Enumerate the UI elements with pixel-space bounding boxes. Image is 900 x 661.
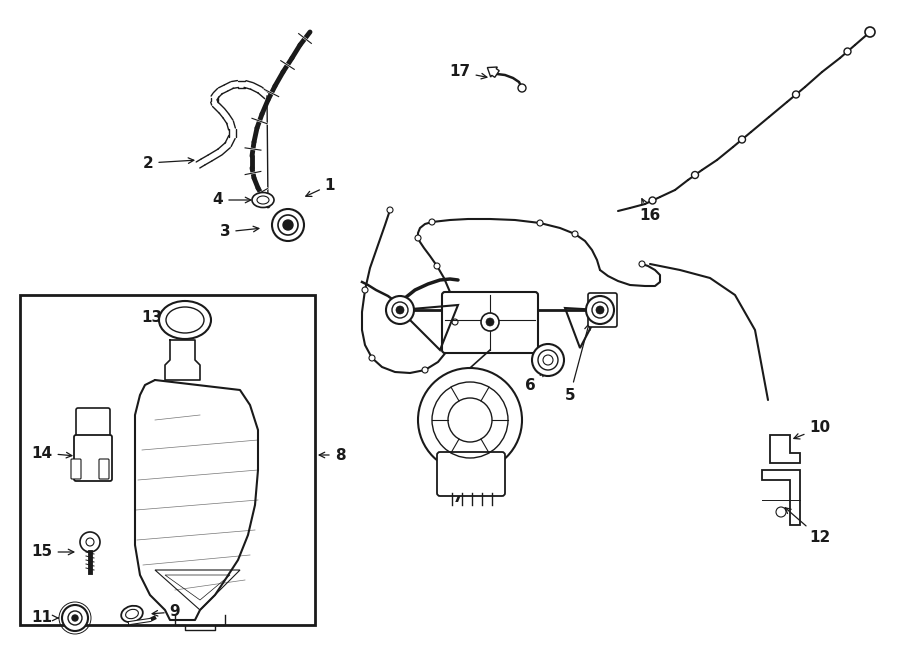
Circle shape	[596, 306, 604, 314]
Circle shape	[283, 220, 293, 230]
FancyBboxPatch shape	[71, 459, 81, 479]
Ellipse shape	[252, 192, 274, 208]
Bar	[20, 295, 315, 625]
Circle shape	[429, 219, 435, 225]
Circle shape	[572, 231, 578, 237]
FancyBboxPatch shape	[442, 292, 538, 353]
Text: 6: 6	[525, 371, 545, 393]
Text: 17: 17	[449, 65, 487, 79]
Circle shape	[86, 538, 94, 546]
Circle shape	[391, 301, 409, 319]
Text: 2: 2	[142, 155, 194, 171]
Circle shape	[518, 84, 526, 92]
Circle shape	[844, 48, 851, 55]
Text: 16: 16	[639, 199, 661, 223]
Circle shape	[386, 296, 414, 324]
Circle shape	[434, 263, 440, 269]
Circle shape	[793, 91, 799, 98]
Text: 15: 15	[32, 545, 74, 559]
Circle shape	[362, 287, 368, 293]
FancyArrow shape	[487, 67, 500, 77]
Circle shape	[586, 296, 614, 324]
Circle shape	[865, 27, 875, 37]
Text: 3: 3	[220, 225, 259, 239]
Circle shape	[739, 136, 745, 143]
Circle shape	[422, 367, 428, 373]
Circle shape	[396, 306, 404, 314]
Ellipse shape	[159, 301, 211, 339]
Circle shape	[415, 235, 421, 241]
Text: 5: 5	[564, 324, 590, 403]
Text: 8: 8	[320, 447, 346, 463]
Circle shape	[486, 318, 494, 326]
Circle shape	[418, 368, 522, 472]
Circle shape	[691, 171, 698, 178]
Circle shape	[597, 307, 603, 313]
Text: 10: 10	[794, 420, 831, 439]
Circle shape	[537, 220, 543, 226]
Text: 9: 9	[152, 605, 180, 619]
Circle shape	[397, 307, 403, 313]
Circle shape	[62, 605, 88, 631]
Text: 7: 7	[453, 462, 466, 506]
Ellipse shape	[122, 605, 143, 622]
Circle shape	[639, 261, 645, 267]
Circle shape	[649, 197, 656, 204]
Circle shape	[369, 355, 375, 361]
Circle shape	[80, 532, 100, 552]
Circle shape	[481, 313, 499, 331]
FancyBboxPatch shape	[74, 435, 112, 481]
Text: 12: 12	[785, 508, 831, 545]
Circle shape	[452, 319, 458, 325]
Circle shape	[387, 207, 393, 213]
Text: 4: 4	[212, 192, 251, 208]
Circle shape	[532, 344, 564, 376]
Text: 11: 11	[32, 611, 58, 625]
FancyBboxPatch shape	[437, 452, 505, 496]
Text: 14: 14	[32, 446, 72, 461]
Circle shape	[543, 355, 553, 365]
FancyBboxPatch shape	[588, 293, 617, 327]
Circle shape	[72, 615, 78, 621]
Circle shape	[272, 209, 304, 241]
Circle shape	[591, 301, 609, 319]
Text: 1: 1	[306, 178, 335, 196]
FancyBboxPatch shape	[76, 408, 110, 440]
FancyBboxPatch shape	[99, 459, 109, 479]
Text: 13: 13	[141, 311, 171, 325]
